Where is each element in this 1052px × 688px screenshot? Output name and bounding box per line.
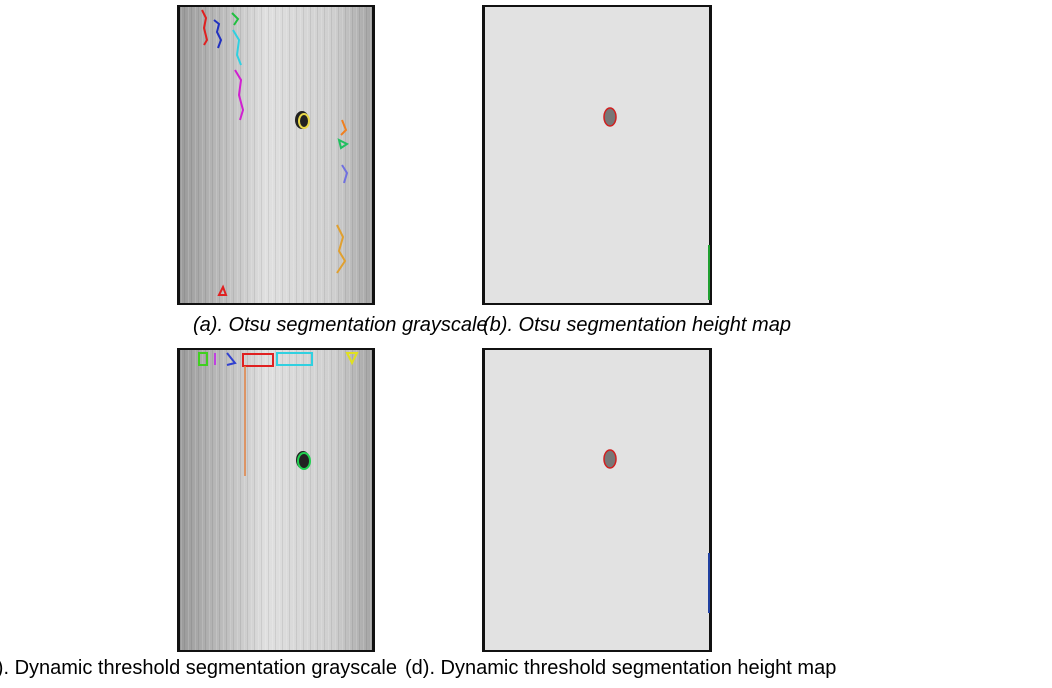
figure-page: (a). Otsu segmentation grayscale (b). Ot… [0, 0, 1052, 688]
grayscale-image [177, 348, 375, 652]
grayscale-image [177, 5, 375, 305]
caption: (d). Dynamic threshold segmentation heig… [405, 656, 836, 680]
caption: (c). Dynamic threshold segmentation gray… [0, 656, 397, 680]
caption: (a). Otsu segmentation grayscale [193, 313, 488, 337]
height-map-image [482, 5, 712, 305]
height-map-image [482, 348, 712, 652]
caption: (b). Otsu segmentation height map [483, 313, 791, 337]
